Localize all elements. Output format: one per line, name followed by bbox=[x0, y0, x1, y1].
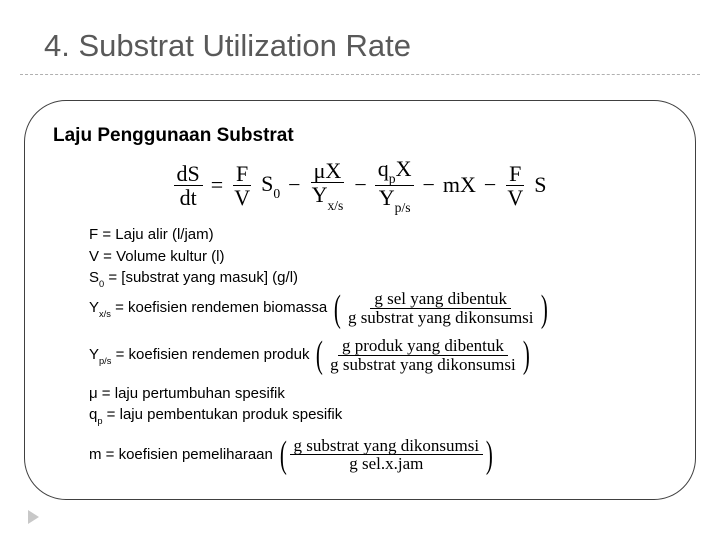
title-underline bbox=[20, 74, 700, 75]
eq-mx: mX bbox=[443, 172, 476, 198]
main-equation: dS dt = F V S0 − μX Yx/s − qpX Yp/s − mX… bbox=[53, 157, 667, 213]
def-yxs: Yx/s = koefisien rendemen biomassa ( g s… bbox=[89, 290, 667, 327]
frac-fv2: F V bbox=[504, 162, 526, 209]
minus-sign: − bbox=[422, 172, 434, 198]
eq-den: dt bbox=[177, 186, 200, 209]
minus-sign: − bbox=[288, 172, 300, 198]
def-m: m = koefisien pemeliharaan ( g substrat … bbox=[89, 437, 667, 474]
content-box: Laju Penggunaan Substrat dS dt = F V S0 … bbox=[24, 100, 696, 500]
frac-num: g produk yang dibentuk bbox=[338, 337, 508, 356]
eq-s: S bbox=[534, 172, 546, 198]
def-f: F = Laju alir (l/jam) bbox=[89, 225, 667, 245]
right-paren-icon: ) bbox=[523, 340, 530, 370]
frac-den: g substrat yang dikonsumsi bbox=[326, 356, 520, 374]
frac-qpx-yps: qpX Yp/s bbox=[375, 157, 415, 213]
play-triangle-icon bbox=[28, 510, 39, 524]
eq-num: dS bbox=[174, 162, 203, 186]
fraction-yxs: ( g sel yang dibentuk g substrat yang di… bbox=[331, 290, 550, 327]
def-qp: qp = laju pembentukan produk spesifik bbox=[89, 405, 667, 427]
left-paren-icon: ( bbox=[316, 340, 323, 370]
frac-num: g substrat yang dikonsumsi bbox=[290, 437, 484, 456]
fraction-yps: ( g produk yang dibentuk g substrat yang… bbox=[313, 337, 532, 374]
minus-sign: − bbox=[484, 172, 496, 198]
left-paren-icon: ( bbox=[280, 440, 287, 470]
eq-sign: = bbox=[211, 172, 223, 198]
subtitle: Laju Penggunaan Substrat bbox=[53, 125, 667, 147]
eq-den: Yx/s bbox=[309, 183, 347, 211]
frac-dsdt: dS dt bbox=[174, 162, 203, 209]
left-paren-icon: ( bbox=[334, 294, 341, 324]
definitions: F = Laju alir (l/jam) V = Volume kultur … bbox=[89, 225, 667, 473]
eq-den: Yp/s bbox=[376, 186, 414, 214]
eq-num: F bbox=[506, 162, 524, 186]
right-paren-icon: ) bbox=[486, 440, 493, 470]
frac-den: g substrat yang dikonsumsi bbox=[344, 309, 538, 327]
def-mu: μ = laju pertumbuhan spesifik bbox=[89, 384, 667, 404]
page-title: 4. Substrat Utilization Rate bbox=[44, 28, 411, 64]
frac-mux-yxs: μX Yx/s bbox=[309, 159, 347, 211]
fraction-m: ( g substrat yang dikonsumsi g sel.x.jam… bbox=[277, 437, 496, 474]
eq-num: F bbox=[233, 162, 251, 186]
eq-den: V bbox=[231, 186, 253, 209]
minus-sign: − bbox=[354, 172, 366, 198]
def-s0: S0 = [substrat yang masuk] (g/l) bbox=[89, 268, 667, 290]
frac-fv1: F V bbox=[231, 162, 253, 209]
def-v: V = Volume kultur (l) bbox=[89, 247, 667, 267]
frac-den: g sel.x.jam bbox=[345, 455, 427, 473]
eq-s0: S0 bbox=[261, 171, 280, 200]
eq-num: qpX bbox=[375, 157, 415, 186]
eq-den: V bbox=[504, 186, 526, 209]
frac-num: g sel yang dibentuk bbox=[370, 290, 511, 309]
def-yps: Yp/s = koefisien rendemen produk ( g pro… bbox=[89, 337, 667, 374]
right-paren-icon: ) bbox=[540, 294, 547, 324]
eq-num: μX bbox=[311, 159, 345, 183]
